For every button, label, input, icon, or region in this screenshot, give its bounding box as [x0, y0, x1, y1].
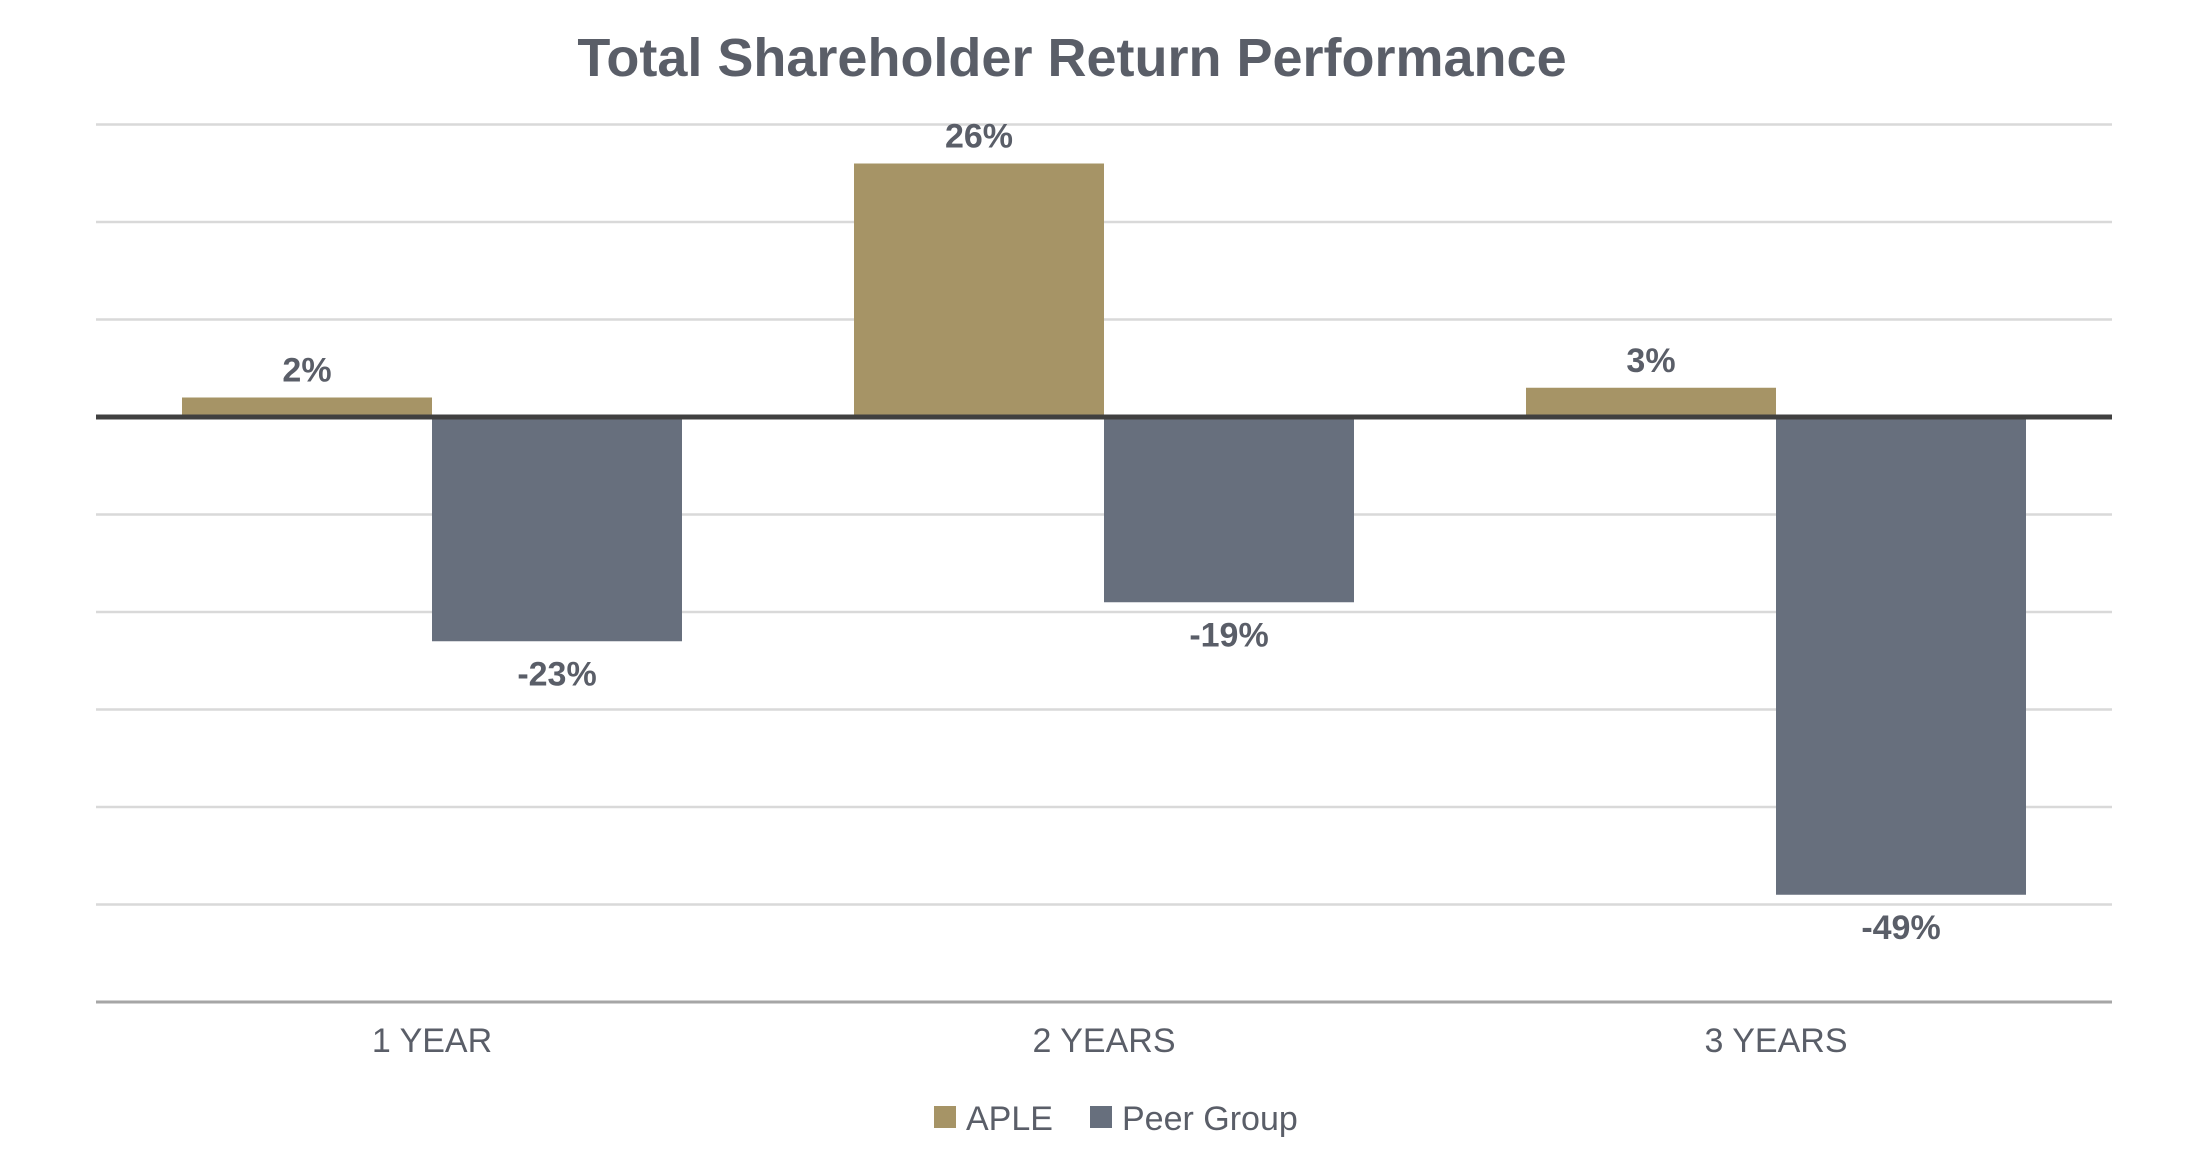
data-labels: 2% -23% 26% -19% 3% -49% — [282, 118, 1940, 947]
legend-label: Peer Group — [1122, 1100, 1298, 1138]
bar-peer-group-1 — [432, 417, 682, 642]
data-label: -49% — [1861, 909, 1940, 947]
data-label: 3% — [1626, 342, 1675, 380]
legend[interactable]: APLE Peer Group — [934, 1100, 1298, 1138]
bar-aple-2 — [854, 163, 1104, 417]
legend-swatch — [934, 1106, 956, 1128]
legend-item-aple[interactable]: APLE — [934, 1100, 1053, 1138]
x-tick-label: 2 YEARS — [1032, 1022, 1175, 1060]
bar-aple-1 — [182, 397, 432, 417]
data-label: -19% — [1189, 616, 1268, 654]
legend-swatch — [1090, 1106, 1112, 1128]
chart-title: Total Shareholder Return Performance — [577, 28, 1566, 88]
x-tick-label: 3 YEARS — [1704, 1022, 1847, 1060]
data-label: 2% — [282, 352, 331, 390]
data-label: -23% — [517, 655, 596, 693]
data-label: 26% — [945, 118, 1013, 156]
x-axis: 1 YEAR 2 YEARS 3 YEARS — [96, 414, 2112, 1060]
x-tick-label: 1 YEAR — [372, 1022, 492, 1060]
bar-peer-group-2 — [1104, 417, 1354, 603]
bar-aple-3 — [1526, 387, 1776, 417]
bars — [182, 163, 2026, 895]
bar-peer-group-3 — [1776, 417, 2026, 895]
legend-label: APLE — [966, 1100, 1053, 1138]
legend-item-peer-group[interactable]: Peer Group — [1090, 1100, 1298, 1138]
